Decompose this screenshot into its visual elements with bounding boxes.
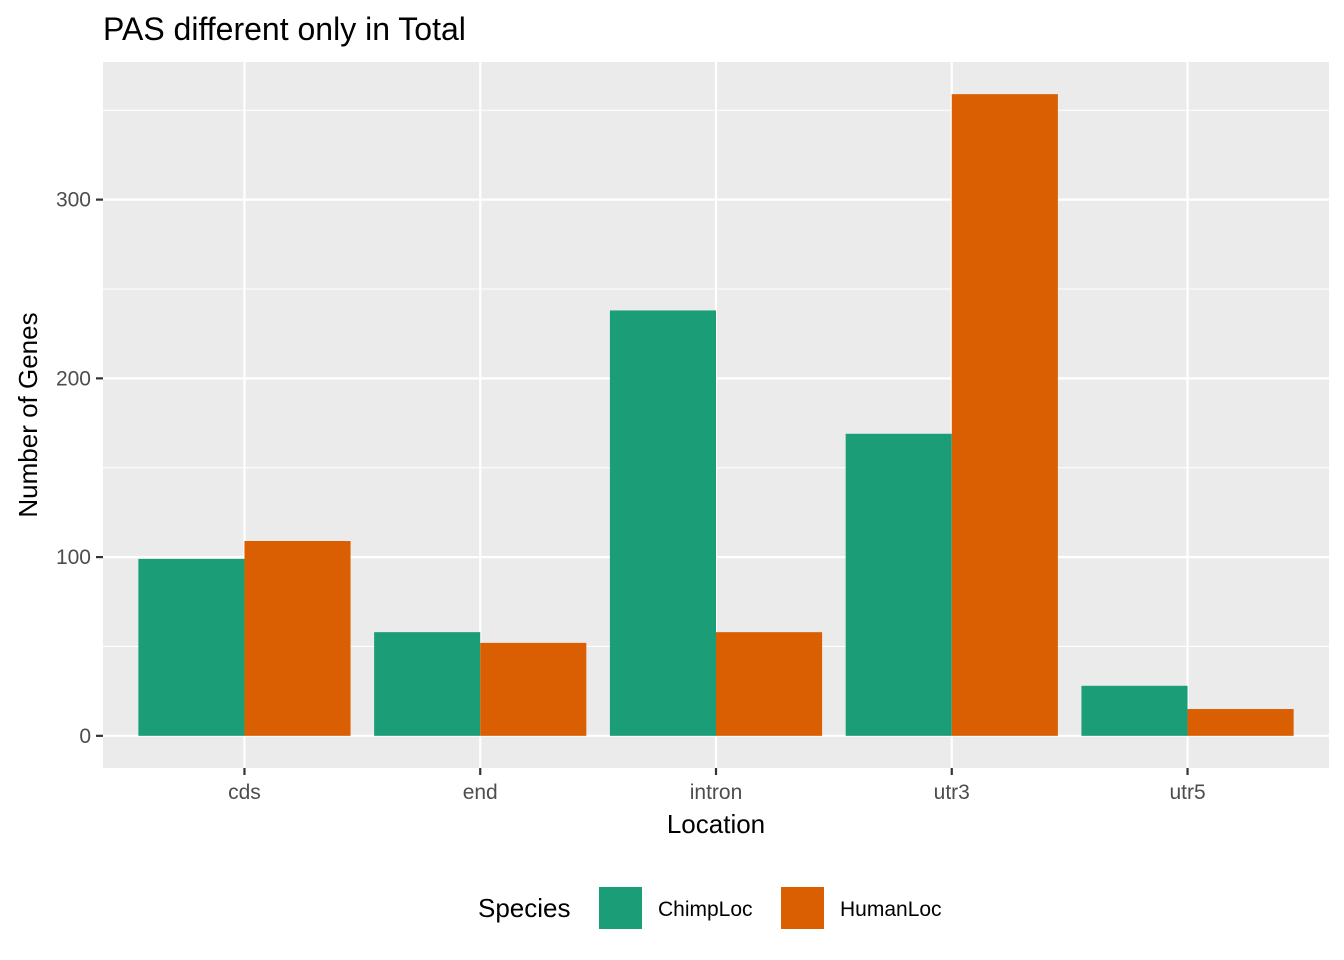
legend-label-chimploc: ChimpLoc <box>658 898 753 921</box>
y-axis-title: Number of Genes <box>13 312 43 517</box>
chart-title: PAS different only in Total <box>103 11 466 47</box>
y-tick-label: 300 <box>56 189 91 212</box>
y-tick-label: 0 <box>79 725 91 748</box>
x-axis-title: Location <box>667 809 765 839</box>
bar-chimploc-cds <box>138 558 245 736</box>
bar-chimploc-intron <box>609 310 716 736</box>
x-axis: cds end intron utr3 utr5 <box>228 768 1206 804</box>
bar-humanloc-utr5 <box>1187 709 1294 736</box>
legend: Species ChimpLoc HumanLoc <box>478 887 942 929</box>
bar-humanloc-intron <box>716 632 823 736</box>
x-tick-label-cds: cds <box>228 781 261 804</box>
x-tick-label-utr3: utr3 <box>934 781 970 804</box>
legend-label-humanloc: HumanLoc <box>840 898 942 921</box>
x-tick-label-utr5: utr5 <box>1169 781 1205 804</box>
bar-chimploc-end <box>374 632 481 736</box>
bar-humanloc-utr3 <box>951 94 1058 736</box>
y-tick-label: 100 <box>56 546 91 569</box>
legend-key-chimploc <box>599 887 642 929</box>
bar-chimploc-utr3 <box>845 433 952 736</box>
bar-humanloc-cds <box>244 541 351 736</box>
y-tick-label: 200 <box>56 367 91 390</box>
bar-humanloc-end <box>480 642 587 736</box>
x-tick-label-end: end <box>463 781 498 804</box>
legend-key-humanloc <box>781 887 824 929</box>
y-axis: 0 100 200 300 <box>56 189 103 748</box>
x-tick-label-intron: intron <box>690 781 743 804</box>
bar-chimploc-utr5 <box>1081 685 1188 736</box>
legend-title: Species <box>478 893 571 923</box>
bars-group <box>138 94 1294 736</box>
